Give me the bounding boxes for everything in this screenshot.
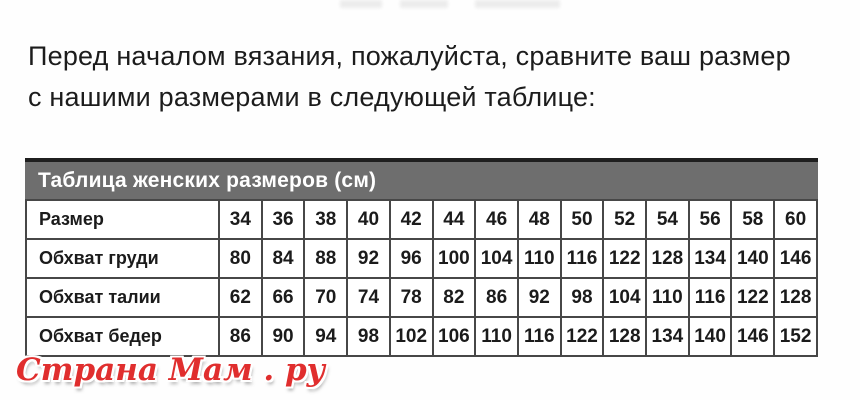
intro-line-1: Перед началом вязания, пожалуйста, сравн…: [28, 41, 791, 71]
hips-cell: 146: [730, 316, 776, 357]
hips-cell: 86: [218, 316, 263, 357]
waist-cell: 92: [516, 277, 562, 318]
bust-cell: 128: [645, 238, 690, 279]
size-cell: 44: [431, 199, 477, 240]
hips-cell: 98: [346, 316, 391, 357]
size-cell: 34: [218, 199, 263, 240]
table-row-hips: Обхват бедер 86 90 94 98 102 106 110 116…: [25, 316, 818, 357]
hips-cell: 122: [559, 316, 605, 357]
text-smudge: [340, 0, 382, 8]
bust-cell: 134: [687, 238, 733, 279]
hips-cell: 102: [388, 316, 434, 357]
waist-cell: 82: [431, 277, 477, 318]
hips-cell: 128: [602, 316, 648, 357]
intro-paragraph: Перед началом вязания, пожалуйста, сравн…: [28, 36, 791, 118]
intro-line-2: с нашими размерами в следующей таблице:: [28, 82, 596, 112]
hips-cell: 94: [303, 316, 349, 357]
bust-cell: 92: [346, 238, 391, 279]
bust-cell: 146: [773, 238, 818, 279]
waist-cell: 122: [730, 277, 776, 318]
bust-cell: 80: [218, 238, 263, 279]
hips-cell: 106: [431, 316, 477, 357]
size-table-title: Таблица женских размеров (см): [25, 162, 818, 199]
size-cell: 46: [474, 199, 519, 240]
size-cell: 52: [602, 199, 648, 240]
size-cell: 48: [516, 199, 562, 240]
bust-cell: 100: [431, 238, 477, 279]
size-cell: 56: [687, 199, 733, 240]
waist-cell: 86: [474, 277, 519, 318]
size-cell: 60: [773, 199, 818, 240]
size-cell: 38: [303, 199, 349, 240]
row-label-size: Размер: [25, 199, 220, 240]
size-cell: 50: [559, 199, 605, 240]
waist-cell: 104: [602, 277, 648, 318]
size-cell: 54: [645, 199, 690, 240]
size-table: Таблица женских размеров (см) Размер 34 …: [25, 158, 818, 357]
site-watermark: Страна Мам . ру: [16, 352, 326, 388]
table-row-bust: Обхват груди 80 84 88 92 96 100 104 110 …: [25, 238, 818, 279]
text-smudge: [475, 0, 560, 8]
bust-cell: 96: [388, 238, 434, 279]
size-cell: 42: [388, 199, 434, 240]
hips-cell: 152: [773, 316, 818, 357]
waist-cell: 128: [773, 277, 818, 318]
row-label-bust: Обхват груди: [25, 238, 220, 279]
waist-cell: 98: [559, 277, 605, 318]
bust-cell: 110: [516, 238, 562, 279]
text-smudge: [400, 0, 448, 8]
row-label-hips: Обхват бедер: [25, 316, 220, 357]
bust-cell: 88: [303, 238, 349, 279]
bust-cell: 104: [474, 238, 519, 279]
size-cell: 40: [346, 199, 391, 240]
waist-cell: 70: [303, 277, 349, 318]
hips-cell: 116: [516, 316, 562, 357]
waist-cell: 110: [645, 277, 690, 318]
waist-cell: 74: [346, 277, 391, 318]
waist-cell: 66: [260, 277, 306, 318]
hips-cell: 110: [474, 316, 519, 357]
waist-cell: 78: [388, 277, 434, 318]
size-cell: 58: [730, 199, 776, 240]
bust-cell: 116: [559, 238, 605, 279]
waist-cell: 62: [218, 277, 263, 318]
row-label-waist: Обхват талии: [25, 277, 220, 318]
hips-cell: 140: [687, 316, 733, 357]
waist-cell: 116: [687, 277, 733, 318]
table-row-waist: Обхват талии 62 66 70 74 78 82 86 92 98 …: [25, 277, 818, 318]
bust-cell: 84: [260, 238, 306, 279]
size-cell: 36: [260, 199, 306, 240]
size-table-grid: Размер 34 36 38 40 42 44 46 48 50 52 54 …: [25, 199, 818, 357]
hips-cell: 90: [260, 316, 306, 357]
hips-cell: 134: [645, 316, 690, 357]
bust-cell: 140: [730, 238, 776, 279]
table-row-size: Размер 34 36 38 40 42 44 46 48 50 52 54 …: [25, 199, 818, 240]
bust-cell: 122: [602, 238, 648, 279]
